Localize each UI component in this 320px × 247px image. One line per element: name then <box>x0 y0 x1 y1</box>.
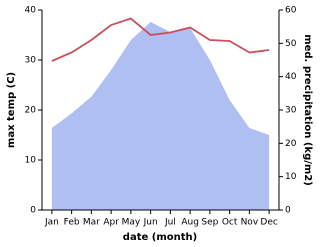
y-axis-label: max temp (C) <box>6 72 17 148</box>
y2-tick-label: 20 <box>285 139 297 149</box>
line <box>51 17 270 62</box>
y2-axis-label: med. precipitation (kg/m2) <box>302 34 313 186</box>
x-tick-label: Jun <box>143 218 158 228</box>
y2-tick-label: 50 <box>285 39 297 49</box>
x-axis-label: date (month) <box>123 232 197 243</box>
x-tick-label: Nov <box>241 218 259 228</box>
x-tick-label: Jul <box>164 218 176 228</box>
y2-tick-label: 30 <box>285 106 297 116</box>
x-tick-label: Aug <box>181 218 199 228</box>
x-tick-label: May <box>122 218 141 228</box>
y-tick-label: 0 <box>30 206 36 216</box>
x-tick-label: Jan <box>44 218 59 228</box>
y-tick-label: 30 <box>25 56 37 66</box>
x-tick-label: Oct <box>222 218 238 228</box>
x-tick-label: Apr <box>103 218 119 228</box>
y2-tick-label: 40 <box>285 72 297 82</box>
y2-tick-label: 10 <box>285 172 297 182</box>
x-tick-label: Dec <box>260 218 277 228</box>
area <box>51 22 270 210</box>
x-tick-label: Feb <box>64 218 80 228</box>
y2-tick-label: 0 <box>285 206 291 216</box>
x-tick-label: Mar <box>83 218 100 228</box>
x-tick-label: Sep <box>201 218 218 228</box>
y-tick-label: 10 <box>25 156 37 166</box>
y-tick-label: 40 <box>25 6 37 16</box>
y-tick-label: 20 <box>25 106 37 116</box>
y2-tick-label: 60 <box>285 6 297 16</box>
